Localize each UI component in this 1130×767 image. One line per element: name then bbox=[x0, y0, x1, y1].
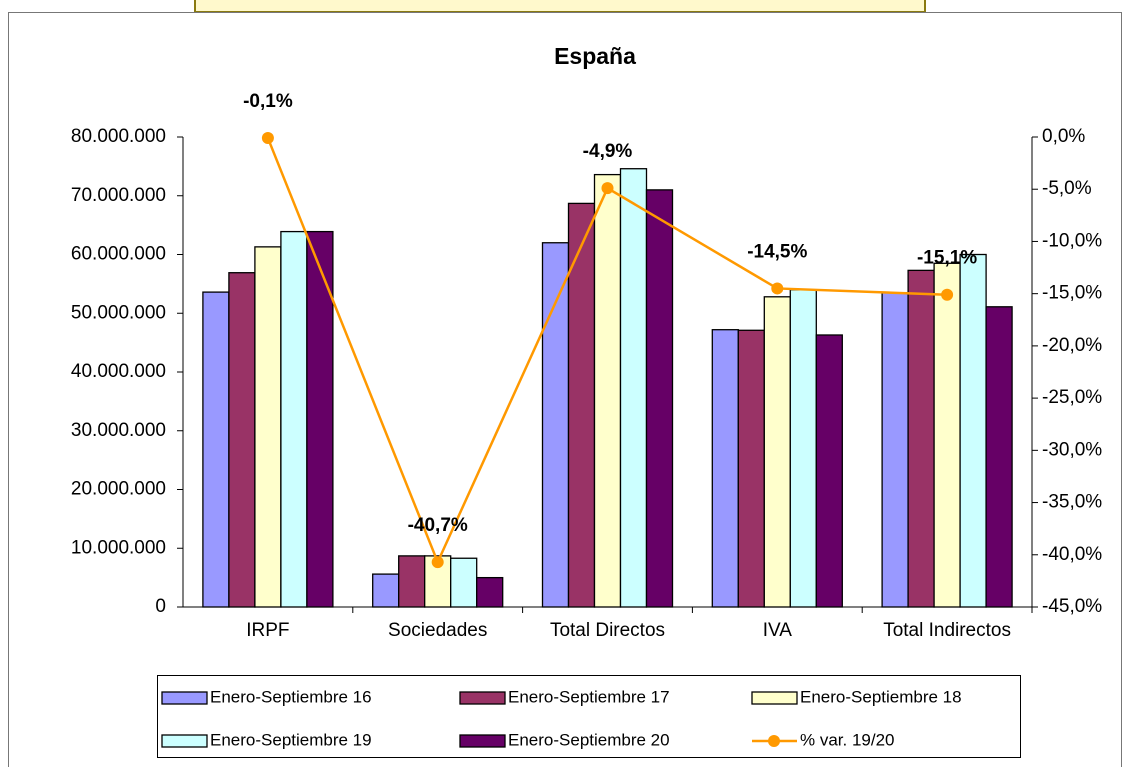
y2-tick-label: -20,0% bbox=[1042, 335, 1102, 356]
data-label: -15,1% bbox=[917, 248, 977, 269]
legend-swatch bbox=[459, 691, 506, 705]
bar bbox=[541, 242, 570, 608]
legend-swatch-dot bbox=[768, 735, 780, 747]
legend-label: Enero-Septiembre 19 bbox=[210, 730, 372, 749]
bar bbox=[815, 334, 843, 608]
y-tick-label: 10.000.000 bbox=[71, 537, 166, 558]
legend-swatch bbox=[751, 691, 798, 705]
line-point bbox=[261, 132, 274, 145]
y-tick-label: 20.000.000 bbox=[71, 479, 166, 500]
legend-swatch bbox=[459, 734, 506, 748]
y2-tick-label: -35,0% bbox=[1042, 492, 1102, 513]
legend-label: Enero-Septiembre 17 bbox=[508, 687, 670, 706]
x-tick-label: IVA bbox=[763, 620, 793, 641]
legend-swatch bbox=[161, 734, 208, 748]
legend bbox=[157, 675, 1021, 758]
bar bbox=[254, 246, 282, 608]
bar bbox=[398, 555, 426, 608]
legend-label: % var. 19/20 bbox=[800, 730, 895, 749]
bar bbox=[907, 269, 935, 608]
bar bbox=[711, 329, 739, 608]
y-tick-label: 40.000.000 bbox=[71, 361, 166, 382]
bar bbox=[959, 253, 987, 608]
y-tick-label: 50.000.000 bbox=[71, 302, 166, 323]
bar bbox=[280, 230, 308, 608]
y2-tick-label: 0,0% bbox=[1042, 126, 1085, 147]
y2-tick-label: -5,0% bbox=[1042, 178, 1092, 199]
line-point bbox=[771, 282, 784, 295]
y-tick-label: 80.000.000 bbox=[71, 126, 166, 147]
line-point bbox=[431, 556, 444, 569]
x-tick-label: Sociedades bbox=[388, 620, 487, 641]
data-label: -4,9% bbox=[583, 141, 633, 162]
bar bbox=[476, 576, 504, 608]
x-tick-label: IRPF bbox=[246, 620, 289, 641]
y2-tick-label: -30,0% bbox=[1042, 439, 1102, 460]
data-label: -40,7% bbox=[408, 515, 468, 536]
y2-tick-label: -40,0% bbox=[1042, 544, 1102, 565]
bar bbox=[450, 557, 478, 608]
bar bbox=[737, 329, 765, 608]
bar bbox=[763, 296, 791, 608]
y2-tick-label: -15,0% bbox=[1042, 283, 1102, 304]
legend-label: Enero-Septiembre 18 bbox=[800, 687, 962, 706]
legend-label: Enero-Septiembre 16 bbox=[210, 687, 372, 706]
bar bbox=[228, 272, 256, 608]
y2-tick-label: -10,0% bbox=[1042, 230, 1102, 251]
bar bbox=[789, 289, 817, 608]
bar bbox=[881, 292, 909, 608]
bar bbox=[619, 168, 648, 608]
data-label: -14,5% bbox=[747, 241, 807, 262]
legend-label: Enero-Septiembre 20 bbox=[508, 730, 670, 749]
data-label: -0,1% bbox=[243, 91, 293, 112]
bar bbox=[645, 189, 674, 608]
y2-tick-label: -45,0% bbox=[1042, 596, 1102, 617]
y-tick-label: 30.000.000 bbox=[71, 420, 166, 441]
header-strip bbox=[194, 0, 926, 13]
y-tick-label: 70.000.000 bbox=[71, 185, 166, 206]
y-tick-label: 0 bbox=[155, 596, 166, 617]
bar bbox=[202, 291, 230, 608]
bar bbox=[372, 573, 400, 608]
bar bbox=[933, 262, 961, 608]
x-tick-label: Total Directos bbox=[550, 620, 665, 641]
bar bbox=[985, 306, 1013, 608]
legend-swatch bbox=[161, 691, 208, 705]
line-point bbox=[941, 288, 954, 301]
chart-title: España bbox=[554, 43, 636, 69]
y2-tick-label: -25,0% bbox=[1042, 387, 1102, 408]
line-point bbox=[601, 182, 614, 195]
bar bbox=[593, 173, 622, 608]
y-tick-label: 60.000.000 bbox=[71, 244, 166, 265]
x-tick-label: Total Indirectos bbox=[883, 620, 1011, 641]
bar bbox=[306, 230, 334, 608]
